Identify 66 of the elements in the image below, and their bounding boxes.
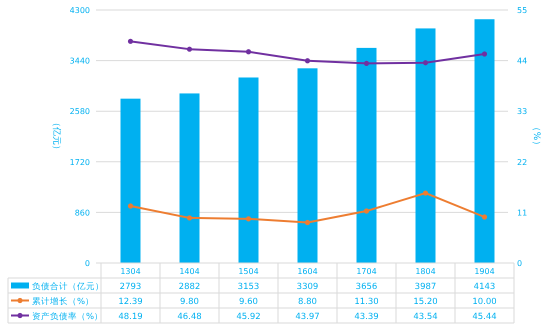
y-axis-title: （亿元） bbox=[51, 118, 62, 154]
y2-tick-label: 11 bbox=[517, 208, 528, 218]
data-label: 3309 bbox=[296, 282, 318, 292]
bar bbox=[416, 28, 436, 263]
point bbox=[246, 49, 252, 54]
y-tick-label: 2580 bbox=[70, 107, 90, 116]
x-tick-label: 1604 bbox=[297, 267, 318, 276]
point bbox=[364, 60, 370, 66]
point bbox=[422, 60, 428, 66]
bar bbox=[120, 98, 140, 263]
data-label: 2793 bbox=[120, 282, 142, 292]
x-tick-label: 1304 bbox=[120, 267, 141, 276]
y-tick-label: 4300 bbox=[70, 6, 90, 15]
y2-tick-label: 55 bbox=[517, 6, 528, 15]
point bbox=[128, 38, 134, 44]
data-label: 45.44 bbox=[472, 312, 497, 322]
bar bbox=[180, 93, 200, 263]
data-label: 9.80 bbox=[180, 297, 199, 307]
data-label: 45.92 bbox=[236, 312, 261, 322]
data-label: 2882 bbox=[178, 282, 200, 292]
bar bbox=[356, 48, 376, 263]
data-label: 8.80 bbox=[298, 297, 317, 307]
y-tick-label: 0 bbox=[84, 259, 90, 268]
x-tick-label: 1904 bbox=[474, 267, 495, 276]
y2-tick-label: 33 bbox=[517, 107, 528, 116]
data-label: 43.97 bbox=[295, 312, 320, 322]
data-label: 3153 bbox=[238, 282, 260, 292]
point bbox=[304, 220, 310, 226]
x-tick-label: 1804 bbox=[415, 267, 436, 276]
data-label: 15.20 bbox=[413, 297, 438, 307]
data-label: 12.39 bbox=[118, 297, 143, 307]
data-label: 43.39 bbox=[354, 312, 379, 322]
y-tick-label: 860 bbox=[74, 208, 90, 218]
point bbox=[128, 203, 134, 209]
point bbox=[304, 58, 310, 64]
bar bbox=[298, 68, 318, 263]
x-tick-label: 1404 bbox=[179, 267, 200, 276]
data-label: 4143 bbox=[474, 282, 496, 292]
y2-axis-title: （%） bbox=[531, 122, 541, 150]
y2-tick-label: 22 bbox=[517, 158, 528, 167]
y2-tick-label: 0 bbox=[517, 259, 522, 268]
x-tick-label: 1704 bbox=[356, 267, 377, 276]
legend-label: 资产负债率（%） bbox=[32, 311, 104, 322]
legend-label: 负债合计（亿元） bbox=[32, 281, 104, 292]
x-tick-label: 1504 bbox=[238, 267, 259, 276]
data-label: 43.54 bbox=[413, 312, 438, 322]
point bbox=[246, 216, 252, 222]
point bbox=[186, 46, 192, 52]
data-label: 3656 bbox=[356, 282, 378, 292]
y-tick-label: 1720 bbox=[70, 158, 90, 167]
point bbox=[422, 190, 428, 196]
point bbox=[482, 214, 488, 220]
legend-label: 累计增长（%） bbox=[32, 296, 94, 307]
point bbox=[364, 208, 370, 214]
data-label: 46.48 bbox=[177, 312, 202, 322]
data-label: 11.30 bbox=[354, 297, 379, 307]
y-tick-label: 3440 bbox=[70, 56, 90, 66]
point bbox=[186, 215, 192, 221]
point bbox=[482, 51, 488, 57]
data-label: 10.00 bbox=[472, 297, 497, 307]
bar bbox=[474, 19, 494, 263]
bar bbox=[238, 77, 258, 263]
data-label: 3987 bbox=[414, 282, 436, 292]
data-label: 9.60 bbox=[239, 297, 258, 307]
data-label: 48.19 bbox=[118, 312, 143, 322]
y2-tick-label: 44 bbox=[517, 56, 528, 66]
